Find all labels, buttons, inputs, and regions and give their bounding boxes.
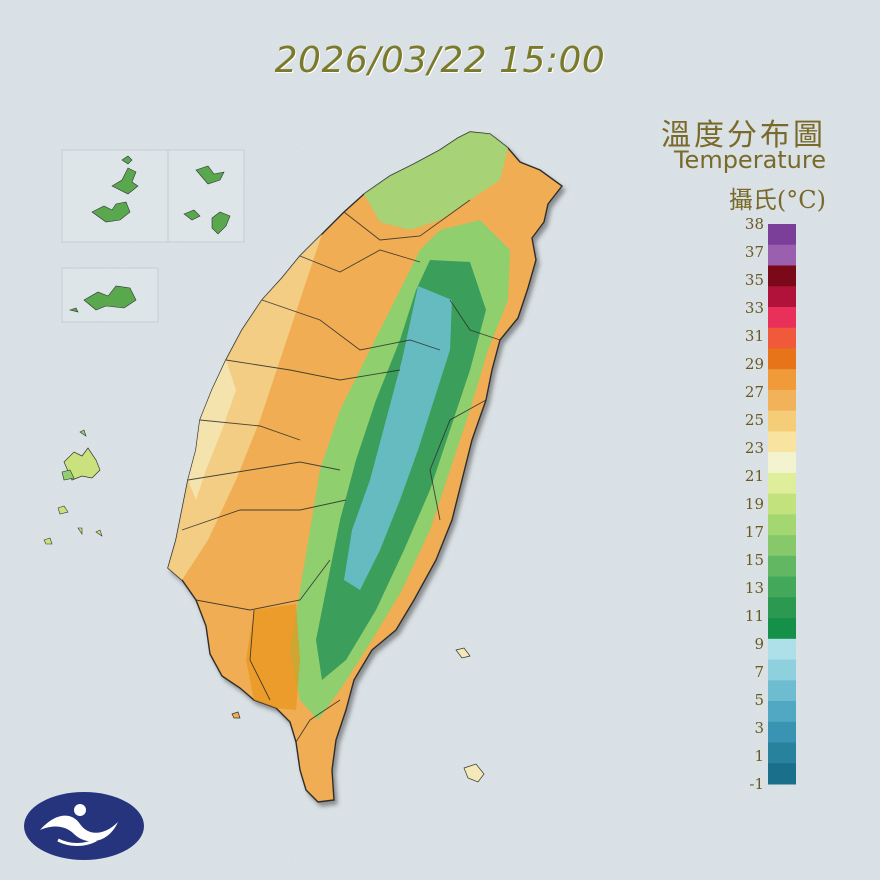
legend-bands (768, 224, 796, 785)
legend-label: 17 (745, 523, 764, 541)
island-shape (91, 201, 131, 223)
inset-matsu-kinmen (61, 149, 245, 243)
cwa-logo (24, 792, 144, 860)
legend-band (768, 348, 796, 370)
legend-band (768, 431, 796, 453)
island-shape (68, 307, 79, 313)
legend-band (768, 327, 796, 349)
island-shape (111, 167, 139, 195)
legend-label: 7 (754, 663, 764, 681)
county-borders (181, 199, 501, 743)
legend-band (768, 701, 796, 723)
legend-label: 1 (754, 747, 764, 765)
legend-label: 13 (745, 579, 764, 597)
lowland-zone (168, 234, 322, 580)
inset-kinmen (61, 267, 159, 323)
legend-label: 3 (754, 719, 764, 737)
legend-label: 23 (745, 439, 764, 457)
legend-label: 29 (745, 355, 764, 373)
legend-band (768, 369, 796, 391)
legend-label: 35 (745, 271, 764, 289)
legend-band (768, 306, 796, 329)
title-zh: 溫度分布圖 (661, 118, 826, 153)
legend-band (768, 535, 796, 557)
island-shape (183, 209, 201, 221)
legend-band (768, 555, 796, 578)
small-islands (231, 647, 485, 783)
legend-band (768, 659, 796, 681)
penghu-islands (43, 429, 103, 545)
legend-label: 37 (745, 243, 764, 261)
island-shape (195, 165, 225, 185)
legend-band (768, 265, 796, 287)
title-unit: 攝氏(°C) (728, 186, 826, 214)
north-hills-zone (364, 132, 508, 230)
legend-band (768, 224, 796, 246)
legend-band (768, 763, 796, 785)
legend-band (768, 286, 796, 308)
legend-label: 38 (745, 216, 764, 233)
legend-band (768, 721, 796, 744)
legend-band (768, 680, 796, 702)
island-shape (83, 285, 137, 311)
legend-band (768, 638, 796, 661)
legend-band (768, 410, 796, 432)
legend-band (768, 597, 796, 619)
legend-label: 33 (745, 299, 764, 317)
legend-label: 21 (745, 467, 764, 485)
legend-label: 5 (754, 691, 764, 709)
legend-label: 27 (745, 383, 764, 401)
island-shape (211, 211, 231, 235)
legend-band (768, 742, 796, 764)
coastal-zone (188, 360, 236, 500)
legend-band (768, 389, 796, 412)
legend-label: 11 (745, 607, 764, 625)
legend-label: -1 (749, 775, 764, 793)
legend-label: 31 (745, 327, 764, 345)
legend-label: 19 (745, 495, 764, 513)
legend-band (768, 472, 796, 495)
taiwan-main-island (167, 131, 563, 803)
legend-label: 9 (754, 635, 764, 653)
timestamp: 2026/03/22 15:00 (274, 40, 606, 81)
legend-band (768, 493, 796, 515)
legend-band (768, 244, 796, 266)
legend-band (768, 514, 796, 536)
legend-label: 25 (745, 411, 764, 429)
legend-band (768, 618, 796, 640)
south-plain-zone (246, 604, 300, 710)
island-shape (121, 155, 133, 165)
title-en: Temperature (673, 146, 826, 174)
legend-label: 15 (745, 551, 764, 569)
legend-band (768, 452, 796, 474)
peak-zone (344, 286, 452, 590)
legend-band (768, 576, 796, 598)
